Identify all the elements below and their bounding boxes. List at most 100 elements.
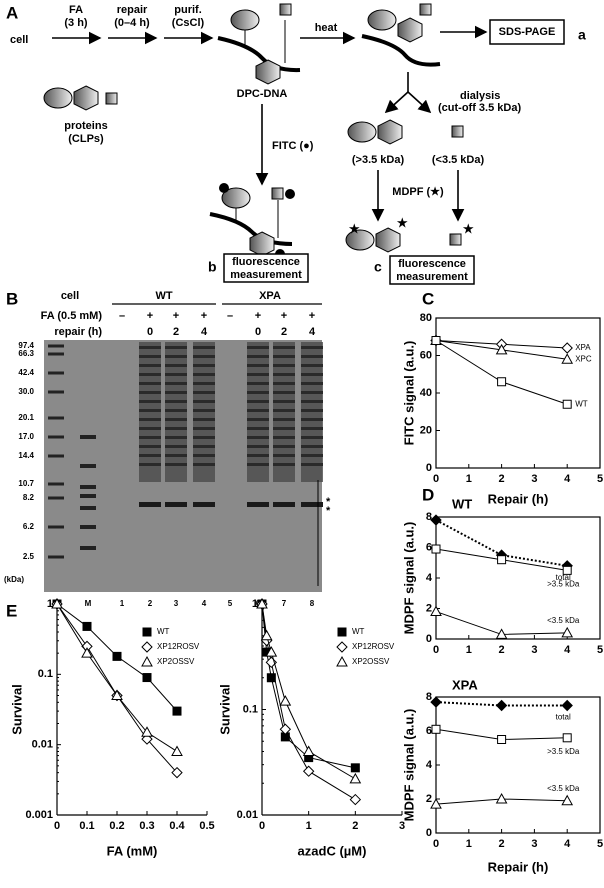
marker [431,544,441,554]
marker [430,798,442,809]
band [247,502,269,507]
scheme-text: (0–4 h) [114,17,150,29]
marker [141,726,153,737]
scheme-text: proteins [64,120,107,132]
band [139,355,161,358]
fa-sign: + [255,310,261,322]
protein [451,125,464,138]
marker [561,353,574,364]
protein [377,119,403,145]
fa-sign: – [227,310,233,322]
marker-size: 17.0 [18,432,34,441]
label-star: ★ [348,221,361,237]
band [273,364,295,367]
marker [430,605,442,617]
x-tick-label: 2 [499,473,505,485]
y-axis-label: Survival [9,684,24,735]
fa-sign: + [281,310,287,322]
scheme-text: b [208,259,217,275]
x-tick-label: 0.1 [79,820,94,832]
band [247,373,269,376]
band [301,502,323,507]
protein [345,229,375,251]
x-tick-label: 0 [433,644,439,656]
band [273,346,295,349]
marker [561,699,573,712]
scheme-text: measurement [396,271,468,283]
marker [266,673,276,683]
series-label: WT [575,399,588,408]
marker [431,724,441,734]
chart: 0 1 2 3 0.01 0.1 1 azadC (µM) Survival WT XP12ROSV… [217,598,405,859]
band [193,391,215,394]
band [193,409,215,412]
marker [497,735,507,744]
y-tick-label: 6 [426,541,432,553]
band [139,391,161,394]
asterisk: * [326,505,331,517]
gel-text: repair (h) [54,326,102,338]
scheme-text: purif. [174,4,202,16]
x-axis-label: Repair (h) [488,859,549,874]
lane-label: M [85,599,92,608]
legend-marker [141,655,153,667]
marker [561,342,573,354]
fa-sign: – [119,310,125,322]
x-tick-label: 5 [597,644,603,656]
chart: 0 1 2 3 4 5 0 2 4 6 8 XPA Repair (h) MDPF signal (a.u… [401,677,603,874]
band [301,364,323,367]
band [139,382,161,385]
band [193,502,215,507]
band [165,373,187,376]
band [165,463,187,466]
band [273,391,295,394]
scheme-text: (cut-off 3.5 kDa) [438,102,521,114]
chart-title: XPA [452,677,478,692]
plot-frame [435,696,601,834]
band [165,454,187,457]
gel-text: cell [61,290,79,302]
band [247,400,269,403]
marker [561,794,574,806]
lane-label: 4 [202,599,207,608]
band [165,418,187,421]
band [247,409,269,412]
marker [431,336,441,345]
series-label: total [556,573,571,582]
band [247,382,269,385]
marker-band [48,344,64,348]
band [301,382,323,385]
x-axis-label: azadC (µM) [298,843,367,858]
band [273,382,295,385]
y-axis-label: MDPF signal (a.u.) [401,709,416,822]
band [273,373,295,376]
marker [350,763,360,773]
marker [497,377,507,387]
marker [349,793,362,806]
lane-label: 1 [120,599,125,608]
marker-size: 2.5 [23,552,35,561]
marker-band [80,485,96,489]
band [247,454,269,457]
series-label: XPC [575,354,592,363]
protein [375,227,401,253]
asterisk: * [326,496,331,508]
marker-band [80,494,96,498]
band [139,373,161,376]
protein [73,85,99,111]
chart: 0 0.1 0.2 0.3 0.4 0.5 0.001 0.01 0.1 1 FA (mM) Surv… [9,598,214,859]
band [247,436,269,439]
marker [495,792,508,804]
x-tick-label: 0.5 [199,820,214,832]
legend-marker [336,655,348,667]
scheme-text: heat [315,22,338,34]
x-tick-label: 1 [306,820,312,832]
series-line [56,603,178,752]
y-axis-label: Survival [217,684,232,735]
band [165,409,187,412]
x-tick-label: 4 [564,838,571,850]
marker [495,628,508,639]
scheme-text: fluorescence [398,258,466,270]
panel-label: B [6,289,18,308]
band [193,436,215,439]
